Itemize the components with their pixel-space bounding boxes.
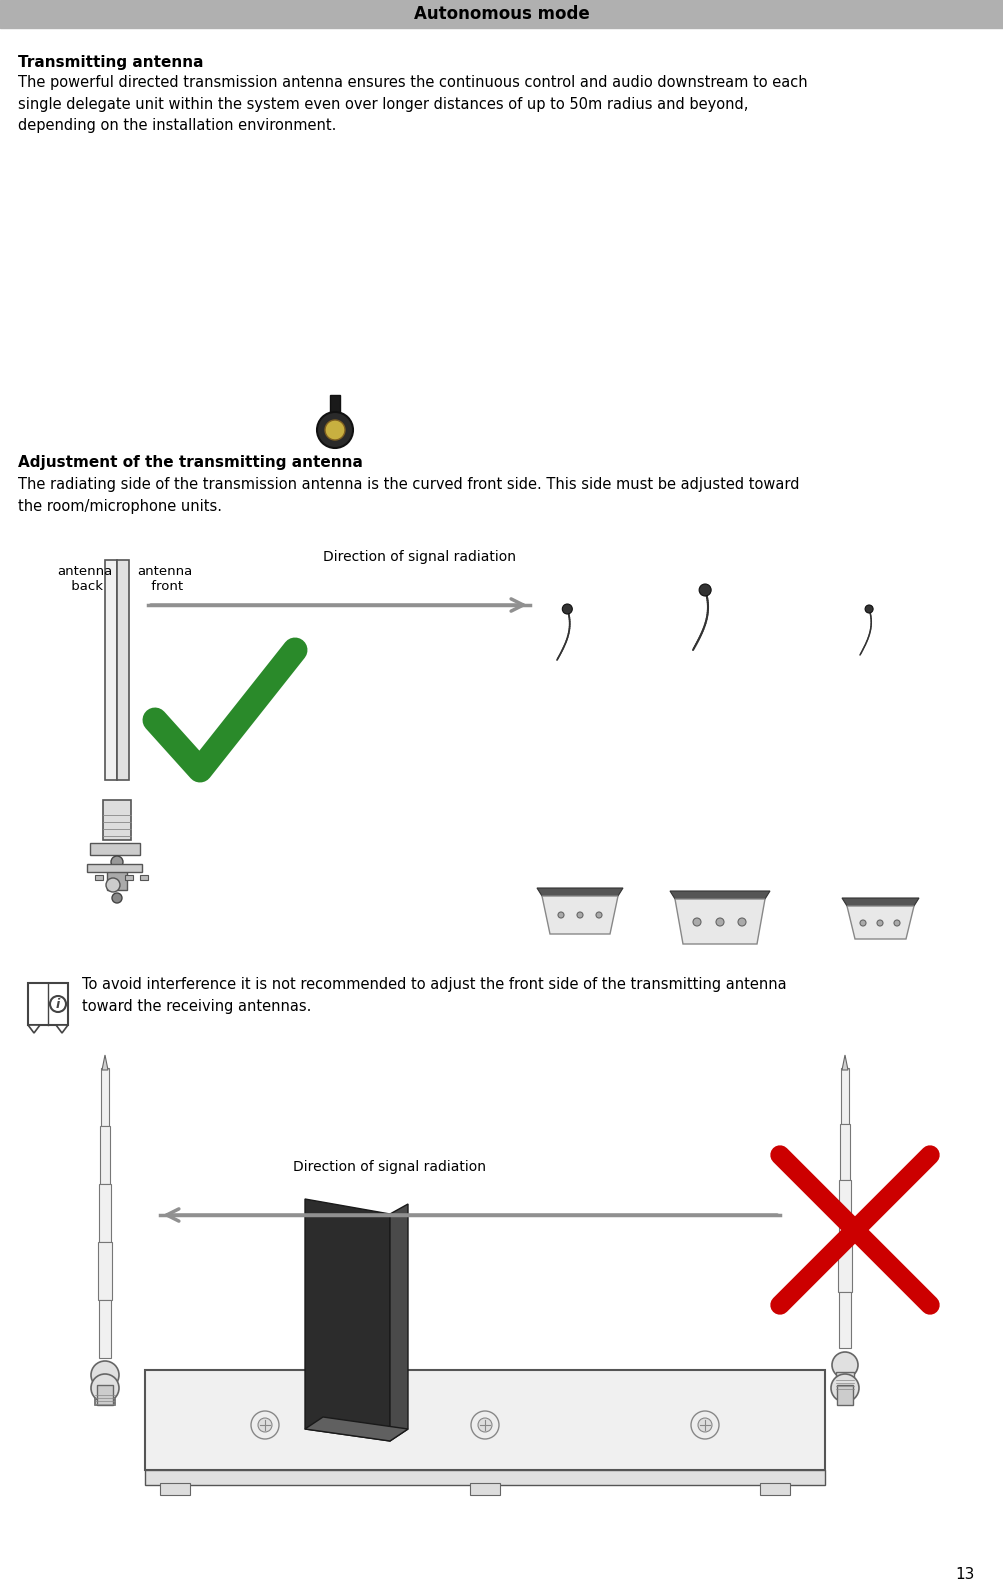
Bar	[469, 1483, 499, 1495]
Text: Direction of signal radiation: Direction of signal radiation	[323, 550, 516, 564]
Bar	[101, 1068, 109, 1127]
Circle shape	[111, 856, 123, 868]
Bar	[95, 1386, 115, 1405]
Polygon shape	[674, 899, 764, 944]
Polygon shape	[305, 1417, 407, 1441]
Bar	[90, 844, 139, 855]
Circle shape	[830, 1374, 859, 1401]
Circle shape	[258, 1417, 272, 1432]
Polygon shape	[842, 898, 918, 906]
Bar	[759, 1483, 789, 1495]
Bar	[99, 1184, 111, 1243]
Bar	[835, 1371, 854, 1390]
Polygon shape	[56, 1025, 68, 1033]
Bar	[107, 871, 126, 890]
Polygon shape	[389, 1204, 407, 1441]
Bar	[0, 0, 1003, 29]
Bar	[99, 1300, 111, 1359]
Circle shape	[317, 412, 353, 448]
Text: Autonomous mode: Autonomous mode	[413, 5, 590, 22]
Circle shape	[558, 912, 564, 918]
Bar	[117, 559, 128, 780]
Circle shape	[325, 419, 345, 440]
Circle shape	[470, 1411, 498, 1440]
Bar	[95, 876, 103, 880]
Polygon shape	[669, 891, 769, 899]
Bar	[839, 1181, 851, 1236]
Circle shape	[865, 605, 873, 613]
Circle shape	[893, 920, 899, 926]
Text: 13: 13	[955, 1567, 974, 1583]
Bar	[125, 876, 132, 880]
Polygon shape	[305, 1200, 389, 1441]
Polygon shape	[842, 1055, 848, 1069]
Circle shape	[91, 1362, 119, 1389]
Bar	[98, 1243, 112, 1300]
Bar	[839, 1292, 851, 1347]
Text: antenna
 front: antenna front	[137, 566, 193, 593]
Circle shape	[50, 996, 66, 1012]
Bar	[28, 984, 68, 1025]
Circle shape	[577, 912, 583, 918]
Circle shape	[91, 1374, 119, 1401]
Circle shape	[877, 920, 882, 926]
Bar	[100, 1127, 110, 1184]
Circle shape	[831, 1352, 858, 1378]
Circle shape	[697, 1417, 711, 1432]
Text: Transmitting antenna: Transmitting antenna	[18, 56, 204, 70]
Text: antenna
 back: antenna back	[57, 566, 112, 593]
Bar	[837, 1386, 853, 1405]
Bar	[840, 1123, 850, 1181]
Bar	[105, 559, 117, 780]
Text: Adjustment of the transmitting antenna: Adjustment of the transmitting antenna	[18, 454, 362, 470]
Circle shape	[596, 912, 602, 918]
Bar	[841, 1068, 849, 1123]
Bar	[144, 1470, 824, 1486]
Circle shape	[698, 585, 710, 596]
Circle shape	[562, 604, 572, 613]
Bar	[159, 1483, 190, 1495]
Circle shape	[106, 879, 120, 891]
Text: The radiating side of the transmission antenna is the curved front side. This si: The radiating side of the transmission a…	[18, 477, 798, 513]
Bar	[87, 864, 141, 872]
Polygon shape	[847, 906, 913, 939]
Text: To avoid interference it is not recommended to adjust the front side of the tran: To avoid interference it is not recommen…	[82, 977, 785, 1014]
Text: The powerful directed transmission antenna ensures the continuous control and au: The powerful directed transmission anten…	[18, 75, 806, 133]
Circle shape	[860, 920, 866, 926]
Polygon shape	[537, 888, 623, 896]
Polygon shape	[542, 896, 618, 934]
Circle shape	[692, 918, 700, 926]
Circle shape	[251, 1411, 279, 1440]
Circle shape	[737, 918, 745, 926]
Bar	[330, 396, 340, 415]
Circle shape	[477, 1417, 491, 1432]
Polygon shape	[28, 1025, 40, 1033]
Circle shape	[715, 918, 723, 926]
Bar	[139, 876, 147, 880]
Bar	[144, 1370, 824, 1470]
Text: i: i	[56, 998, 60, 1011]
Bar	[838, 1236, 852, 1292]
Bar	[103, 799, 130, 841]
Text: Direction of signal radiation: Direction of signal radiation	[293, 1160, 486, 1174]
Bar	[97, 1386, 113, 1405]
Circle shape	[690, 1411, 718, 1440]
Polygon shape	[102, 1055, 108, 1069]
Circle shape	[112, 893, 122, 903]
